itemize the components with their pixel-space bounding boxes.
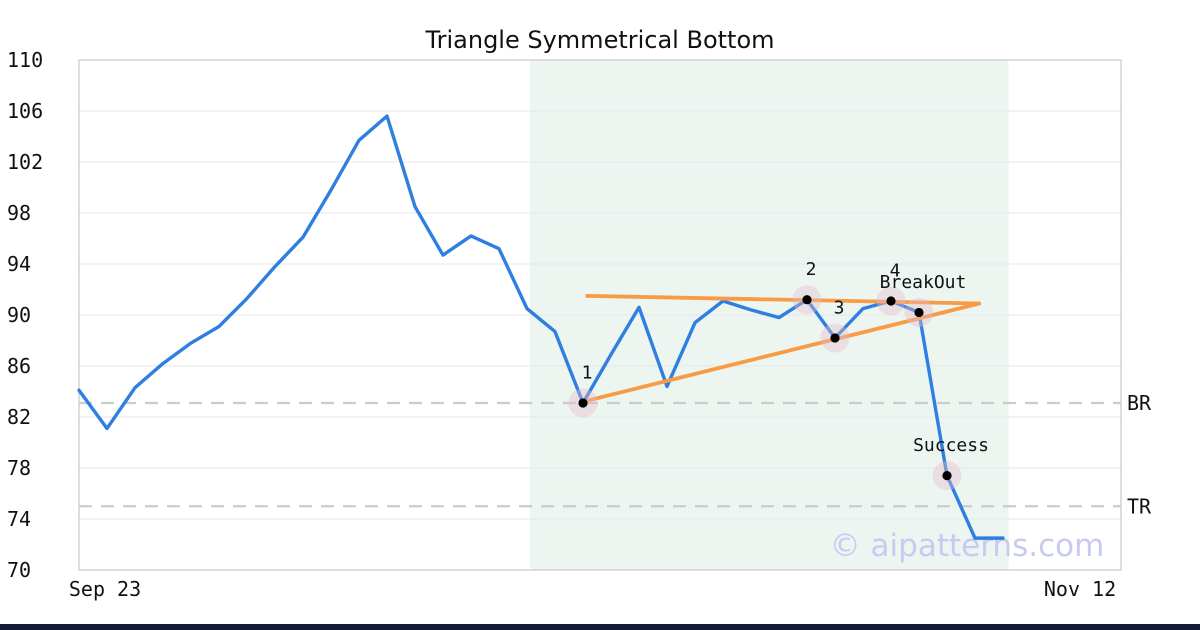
y-tick-label: 106: [7, 99, 43, 123]
marker-label-1: 1: [582, 362, 593, 383]
x-axis-start-label: Sep 23: [68, 577, 142, 601]
y-tick-label: 78: [7, 456, 31, 480]
axis-labels-layer: 110 106 102 98 94 90 86 82 78 74 70 BR TR: [7, 48, 1152, 582]
levels-layer: [79, 401, 1121, 508]
marker-label-success: Success: [913, 435, 989, 456]
marker-label-4: 4: [890, 260, 901, 281]
marker-label-2: 2: [806, 259, 817, 280]
y-tick-label: 102: [7, 150, 43, 174]
footer-bar: [0, 624, 1200, 630]
x-axis-end-label: Nov 12: [1043, 577, 1117, 601]
level-label-tr: TR: [1127, 494, 1152, 518]
marker-dot: [942, 471, 952, 481]
y-tick-label: 70: [7, 558, 31, 582]
y-tick-label: 90: [7, 303, 31, 327]
level-label-br: BR: [1127, 391, 1152, 415]
price-line: [77, 114, 1005, 540]
watermark: © aipatterns.com: [830, 528, 1105, 564]
marker-dot: [914, 307, 924, 318]
trendline-lower: [581, 301, 982, 404]
y-tick-label: 94: [7, 252, 31, 276]
y-tick-label: 98: [7, 201, 31, 225]
plot-border: [78, 59, 1122, 571]
price-series-layer: [77, 114, 1005, 540]
y-tick-label: 74: [7, 507, 31, 531]
chart-title: Triangle Symmetrical Bottom: [425, 26, 775, 54]
y-tick-label: 86: [7, 354, 31, 378]
marker-label-breakout: BreakOut: [880, 272, 967, 293]
marker-label-3: 3: [834, 297, 845, 318]
marker-dot: [830, 333, 840, 343]
marker-dot: [886, 296, 896, 306]
marker-dot: [578, 398, 588, 408]
trendlines-layer: [581, 293, 982, 404]
marker-dot: [802, 295, 812, 305]
trendline-upper: [585, 293, 982, 306]
y-tick-label: 110: [7, 48, 43, 72]
y-tick-label: 82: [7, 405, 31, 429]
